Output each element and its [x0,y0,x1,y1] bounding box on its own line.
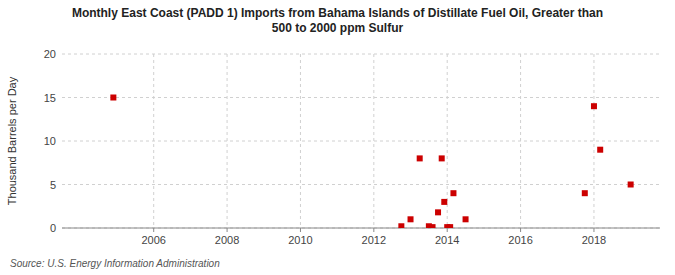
x-tick-mark [300,228,301,232]
y-grid-line [62,97,660,98]
x-tick-label: 2016 [508,234,532,246]
point [430,224,436,228]
x-tick-label: 2006 [141,234,165,246]
point [628,182,634,188]
x-grid-line [153,54,154,228]
x-axis-line [62,228,660,229]
y-tick-label: 15 [44,92,56,104]
y-tick-label: 0 [50,222,56,234]
point [417,155,423,161]
point [591,103,597,109]
grid [62,54,660,228]
point [450,190,456,196]
title-line: Monthly East Coast (PADD 1) Imports from… [72,6,603,20]
x-tick-mark [520,228,521,232]
point [463,216,469,222]
points [110,95,633,229]
x-tick-label: 2018 [582,234,606,246]
y-grid-line [62,228,660,229]
y-axis-label: Thousand Barrels per Day [6,76,18,205]
x-tick-label: 2010 [288,234,312,246]
point [597,147,603,153]
point [110,95,116,101]
y-tick-label: 5 [50,179,56,191]
x-tick-label: 2012 [362,234,386,246]
y-grid-line [62,184,660,185]
chart: Monthly East Coast (PADD 1) Imports from… [0,0,675,275]
x-grid-line [300,54,301,228]
background [0,0,675,275]
x-grid-line [373,54,374,228]
point [439,155,445,161]
x-tick-mark [593,228,594,232]
point [582,190,588,196]
x-tick-label: 2014 [435,234,459,246]
title-line: 500 to 2000 ppm Sulfur [272,21,404,35]
x-tick-mark [153,228,154,232]
x-tick-mark [227,228,228,232]
point [447,224,453,228]
x-grid-line [593,54,594,228]
point [408,216,414,222]
x-tick-mark [373,228,374,232]
y-grid-line [62,141,660,142]
x-tick-label: 2008 [215,234,239,246]
y-tick-label: 20 [44,48,56,60]
y-tick-label: 10 [44,135,56,147]
title: Monthly East Coast (PADD 1) Imports from… [72,6,603,35]
y-grid-line [62,54,660,55]
point [435,209,441,215]
source-note: Source: U.S. Energy Information Administ… [10,258,220,269]
x-grid-line [520,54,521,228]
point [441,199,447,205]
x-grid-line [227,54,228,228]
point [398,223,404,228]
x-tick-mark [447,228,448,232]
